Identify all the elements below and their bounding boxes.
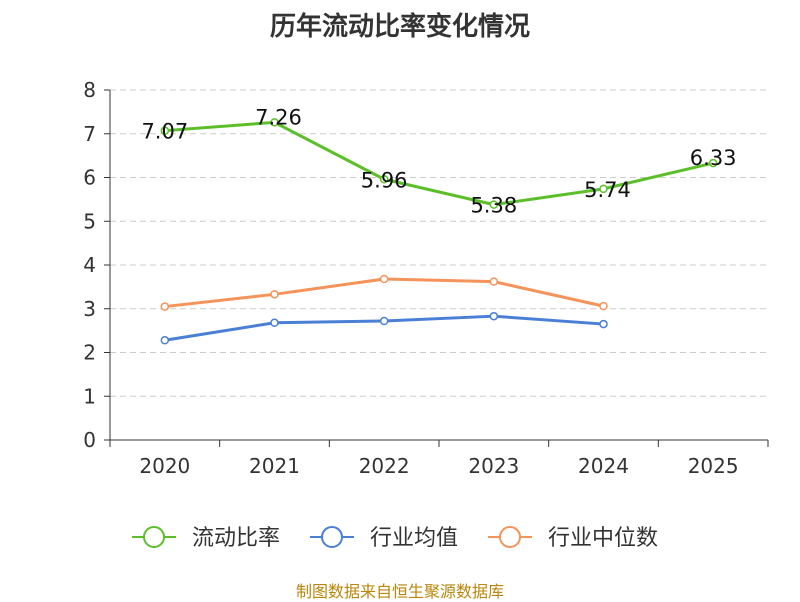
data-point[interactable] [379, 175, 389, 184]
y-tick-label: 2 [83, 341, 96, 365]
y-tick-label: 1 [83, 384, 96, 408]
legend-label[interactable]: 行业均值 [370, 526, 458, 551]
data-labels: 7.07 7.26 5.96 5.38 5.74 6.33 [141, 105, 736, 217]
data-point[interactable] [270, 290, 279, 299]
data-label: 7.26 [255, 105, 302, 129]
data-point[interactable] [708, 158, 718, 168]
data-point[interactable] [160, 336, 170, 345]
x-tick-label: 2025 [688, 454, 739, 478]
data-label: 5.74 [584, 178, 631, 202]
data-label: 6.33 [690, 146, 737, 170]
x-tick-label: 2024 [578, 454, 629, 478]
legend-swatch-marker [143, 526, 165, 548]
source-note: 制图数据来自恒生聚源数据库 [295, 582, 504, 601]
x-tick-label: 2023 [468, 454, 519, 478]
y-tick-label: 6 [83, 166, 96, 190]
series [160, 118, 718, 345]
x-tick-label: 2021 [249, 454, 300, 478]
legend-label[interactable]: 行业中位数 [548, 526, 658, 551]
data-point[interactable] [270, 118, 279, 127]
data-point[interactable] [599, 301, 608, 311]
data-label: 5.96 [361, 168, 408, 192]
data-point[interactable] [379, 274, 389, 284]
data-label: 7.07 [141, 120, 188, 144]
legend-swatch-marker [321, 526, 343, 548]
data-point[interactable] [160, 302, 170, 311]
series-line-0 [164, 120, 714, 207]
data-point[interactable] [160, 126, 170, 135]
legend-swatch-marker [499, 526, 521, 548]
y-tick-label: 5 [83, 209, 96, 233]
x-tick-label: 2020 [139, 454, 190, 478]
chart-title: 历年流动比率变化情况 [269, 12, 530, 42]
x-tick-label: 2022 [359, 454, 410, 478]
data-point[interactable] [599, 319, 608, 329]
y-tick-label: 4 [83, 253, 96, 277]
axes: 0 1 2 3 4 5 6 7 8 2020 2021 2022 2023 2024 2025 [83, 78, 769, 478]
legend-label[interactable]: 流动比率 [192, 526, 280, 551]
data-label: 5.38 [470, 194, 517, 218]
y-tick-label: 8 [83, 78, 96, 102]
y-tick-label: 7 [83, 122, 96, 146]
data-point[interactable] [489, 200, 499, 209]
y-tick-label: 3 [83, 297, 96, 321]
y-tick-label: 0 [83, 428, 96, 452]
data-point[interactable] [270, 318, 279, 327]
data-point[interactable] [489, 311, 499, 321]
legend: 流动比率 行业均值 行业中位数 [132, 526, 658, 551]
data-point[interactable] [489, 277, 499, 286]
data-point[interactable] [379, 316, 389, 326]
gridlines [110, 89, 768, 397]
data-point[interactable] [599, 184, 608, 194]
